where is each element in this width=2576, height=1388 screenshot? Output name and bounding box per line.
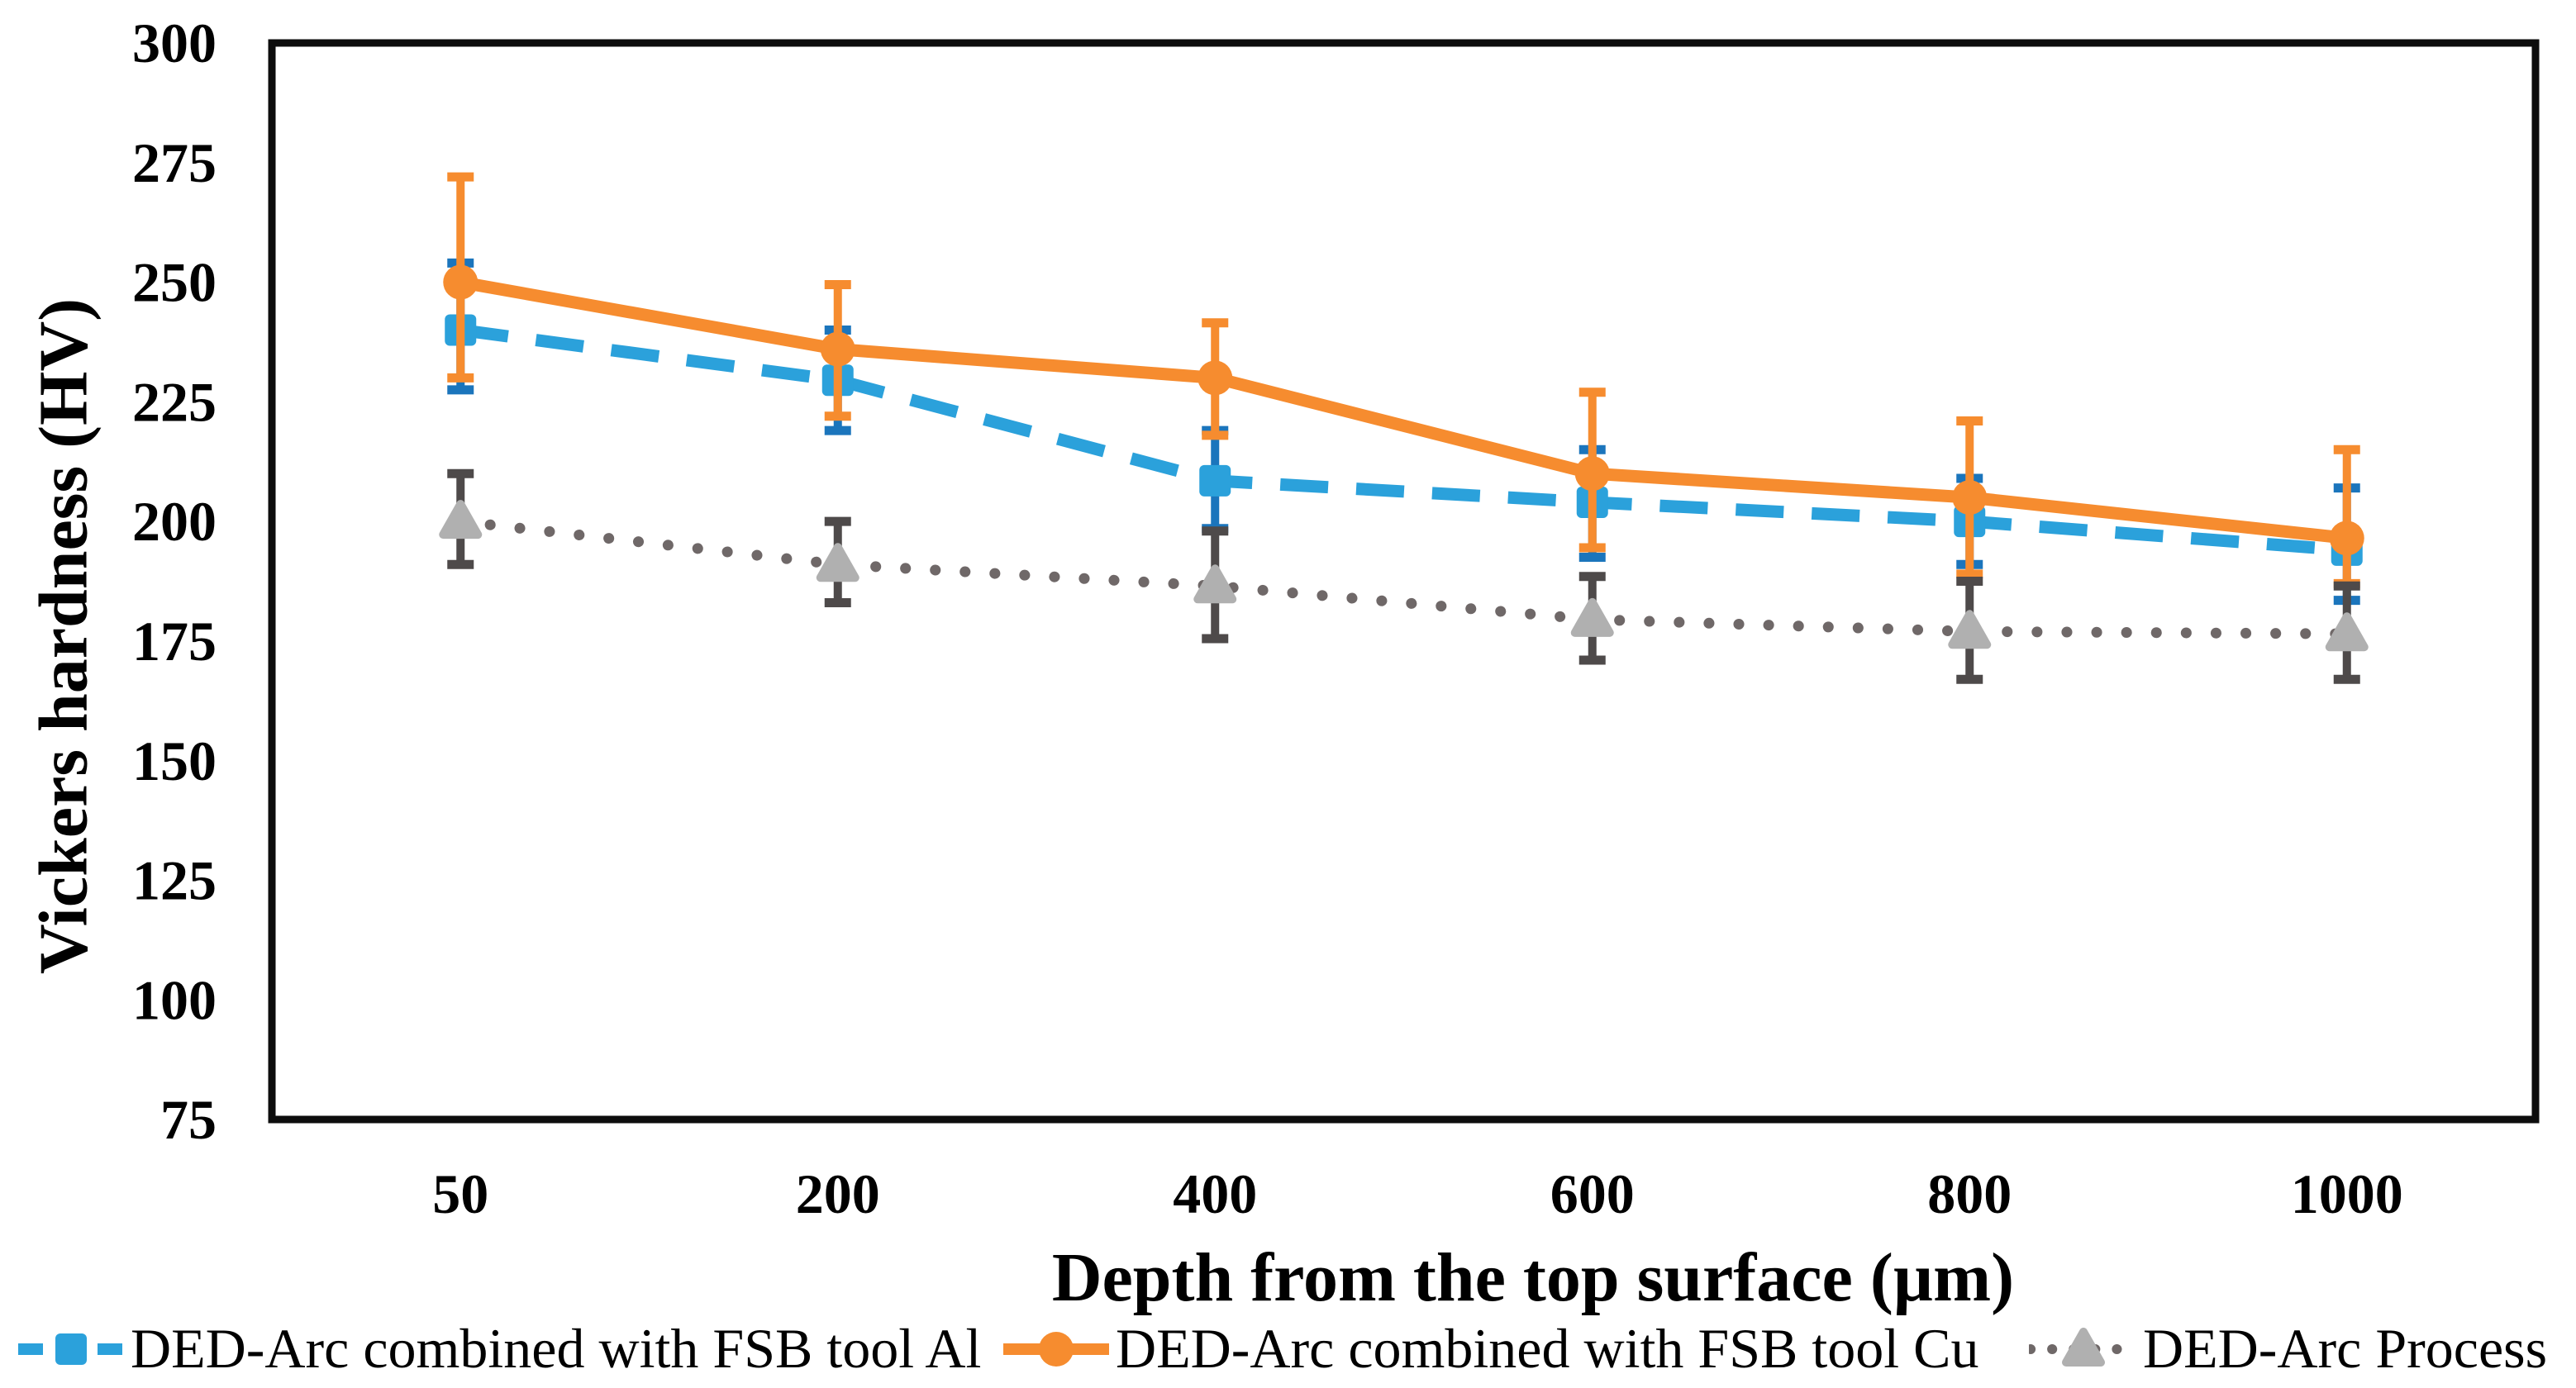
y-tick-label: 250	[132, 251, 217, 314]
legend-item-label: DED-Arc Process	[2143, 1317, 2548, 1380]
data-point-marker	[2325, 612, 2369, 652]
y-tick-label: 150	[132, 730, 217, 792]
y-axis-title: Vickers hardness (HV)	[25, 297, 102, 975]
x-tick-label: 800	[1927, 1162, 2012, 1225]
series-line	[459, 324, 2348, 557]
data-point-marker	[1199, 464, 1231, 497]
data-point-marker	[1948, 610, 1992, 649]
series-1	[443, 172, 2364, 588]
y-tick-label: 275	[132, 131, 217, 194]
data-point-marker	[1952, 480, 1988, 516]
x-tick-label: 600	[1550, 1162, 1635, 1225]
legend-item-label: DED-Arc combined with FSB tool Cu	[1116, 1317, 1979, 1380]
x-axis-title: Depth from the top surface (µm)	[1051, 1239, 2015, 1316]
y-tick-label: 175	[132, 610, 217, 673]
legend: DED-Arc combined with FSB tool Al DED-Ar…	[0, 1310, 2576, 1388]
process-dotted-triangle-icon	[2029, 1328, 2138, 1367]
y-tick-label: 225	[132, 370, 217, 433]
legend-item-process: DED-Arc Process	[2029, 1310, 2547, 1388]
x-tick-label: 200	[796, 1162, 880, 1225]
data-point-marker	[1193, 564, 1237, 604]
al-dashed-square-icon	[18, 1333, 124, 1365]
data-point-marker	[443, 264, 479, 300]
legend-marker	[2062, 1328, 2105, 1367]
series-2	[439, 468, 2369, 684]
data-point-marker	[1574, 456, 1610, 492]
legend-marker	[1039, 1332, 1074, 1367]
data-point-marker	[1570, 597, 1614, 637]
y-tick-label: 200	[132, 490, 217, 553]
y-tick-label: 75	[160, 1088, 217, 1151]
x-tick-label: 400	[1173, 1162, 1257, 1225]
y-tick-label: 125	[132, 849, 217, 912]
data-point-marker	[439, 500, 483, 540]
y-tick-label: 100	[132, 968, 217, 1031]
data-point-marker	[820, 331, 855, 367]
data-point-marker	[1198, 360, 1233, 396]
data-point-marker	[816, 543, 859, 582]
plot-border	[268, 39, 2540, 1124]
y-tick-label: 300	[132, 12, 217, 74]
legend-item-cu: DED-Arc combined with FSB tool Cu	[1002, 1310, 1979, 1388]
x-tick-label: 1000	[2291, 1162, 2403, 1225]
legend-item-al: DED-Arc combined with FSB tool Al	[17, 1310, 981, 1388]
x-tick-label: 50	[432, 1162, 488, 1225]
data-point-marker	[2329, 520, 2364, 556]
cu-solid-circle-icon	[1003, 1332, 1109, 1367]
legend-item-label: DED-Arc combined with FSB tool Al	[131, 1317, 982, 1380]
legend-marker	[55, 1333, 87, 1365]
series-line	[459, 276, 2348, 544]
series-line	[455, 516, 2353, 639]
